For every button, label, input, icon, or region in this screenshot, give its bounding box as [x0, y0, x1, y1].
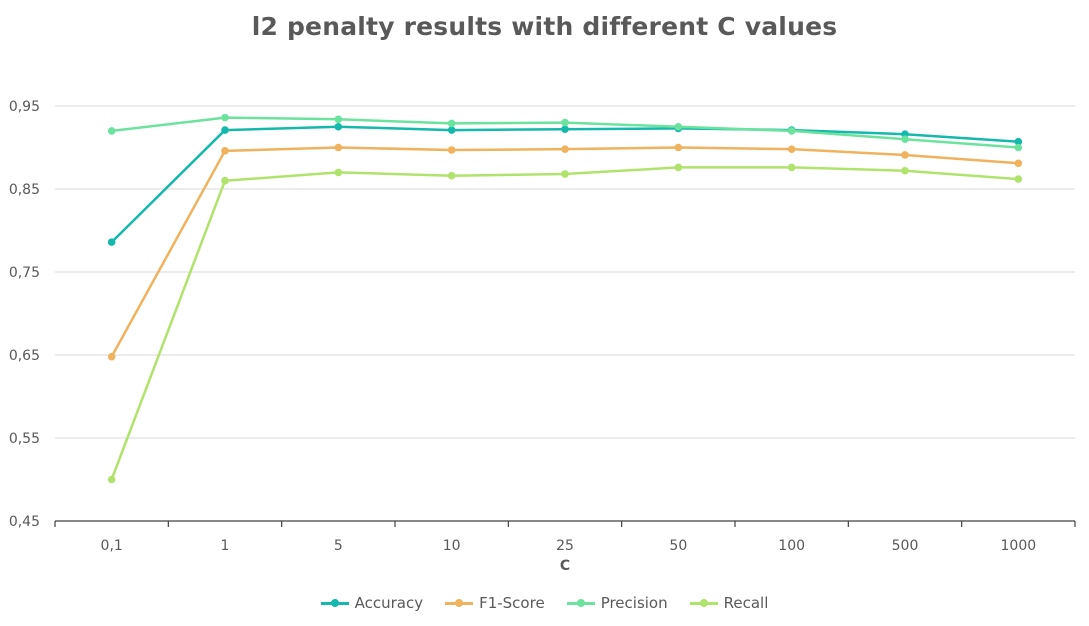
- x-axis: [54, 520, 1076, 527]
- series-line-recall: [110, 166, 1020, 481]
- data-point-recall: [901, 166, 909, 175]
- data-point-f1-score: [107, 352, 116, 361]
- data-point-recall: [1014, 175, 1023, 183]
- data-point-recall: [447, 171, 456, 180]
- gridlines: [55, 105, 1075, 439]
- legend-item-recall: Recall: [689, 594, 769, 612]
- x-tick-label: 50: [669, 538, 687, 554]
- data-point-precision: [561, 118, 569, 127]
- data-point-accuracy: [561, 125, 569, 134]
- data-point-precision: [334, 115, 343, 124]
- x-tick-label: 1000: [1001, 538, 1037, 554]
- y-tick-label: 0,45: [9, 514, 40, 530]
- chart-title: l2 penalty results with different C valu…: [251, 12, 838, 41]
- x-tick-label: 0,1: [101, 538, 123, 554]
- legend-label: Precision: [600, 594, 668, 612]
- legend-label: Recall: [723, 594, 769, 612]
- data-point-accuracy: [1014, 137, 1023, 146]
- data-point-recall: [561, 170, 569, 178]
- data-point-precision: [107, 127, 116, 135]
- data-point-f1-score: [334, 143, 343, 152]
- y-tick-label: 0,75: [9, 265, 40, 281]
- y-tick-label: 0,65: [9, 348, 40, 364]
- data-point-f1-score: [1014, 159, 1023, 168]
- legend-item-f1-score: F1-Score: [445, 594, 545, 612]
- data-point-precision: [787, 127, 796, 135]
- data-point-f1-score: [447, 146, 456, 154]
- x-tick-label: 10: [443, 538, 461, 554]
- y-tick-label: 0,85: [9, 182, 40, 198]
- data-point-f1-score: [901, 151, 909, 159]
- data-point-recall: [787, 163, 796, 172]
- series-recall: [107, 163, 1023, 484]
- data-point-precision: [447, 119, 456, 128]
- legend-swatch-accuracy: [320, 598, 349, 608]
- data-point-accuracy: [334, 122, 343, 131]
- x-axis-title: C: [560, 558, 570, 574]
- data-point-f1-score: [561, 145, 569, 153]
- series-line-accuracy: [110, 125, 1020, 244]
- series-lines: [107, 113, 1023, 484]
- data-point-precision: [1014, 143, 1023, 152]
- data-point-recall: [107, 475, 116, 484]
- legend-item-accuracy: Accuracy: [320, 594, 424, 612]
- data-point-recall: [334, 168, 343, 177]
- data-point-precision: [674, 122, 683, 131]
- data-point-precision: [901, 135, 909, 143]
- x-tick-label: 500: [892, 538, 919, 554]
- legend-label: F1-Score: [479, 594, 545, 612]
- data-point-accuracy: [221, 126, 229, 134]
- legend: Accuracy F1-Score Precision Recall: [0, 594, 1089, 612]
- data-point-precision: [221, 113, 229, 122]
- y-tick-label: 0,55: [9, 431, 40, 447]
- y-tick-label: 0,95: [9, 99, 40, 115]
- x-tick-label: 25: [556, 538, 574, 554]
- legend-item-precision: Precision: [566, 594, 668, 612]
- legend-swatch-precision: [566, 598, 595, 608]
- y-axis-tick-labels: 0,45 0,55 0,65 0,75 0,85 0,95: [9, 99, 40, 530]
- data-point-accuracy: [107, 238, 116, 246]
- series-f1-score: [107, 143, 1023, 361]
- x-tick-label: 100: [778, 538, 805, 554]
- data-point-recall: [221, 176, 229, 185]
- data-point-f1-score: [674, 143, 683, 152]
- series-precision: [107, 113, 1023, 152]
- legend-label: Accuracy: [354, 594, 424, 612]
- series-accuracy: [107, 122, 1023, 246]
- data-point-accuracy: [447, 126, 456, 134]
- x-tick-label: 1: [221, 538, 230, 554]
- x-axis-tick-labels: 0,1 1 5 10 25 50 100 500 1000: [101, 538, 1037, 554]
- x-tick-label: 5: [334, 538, 343, 554]
- data-point-recall: [674, 163, 683, 172]
- data-point-f1-score: [787, 145, 796, 153]
- legend-swatch-recall: [689, 598, 718, 608]
- data-point-f1-score: [221, 147, 229, 155]
- legend-swatch-f1-score: [445, 598, 474, 608]
